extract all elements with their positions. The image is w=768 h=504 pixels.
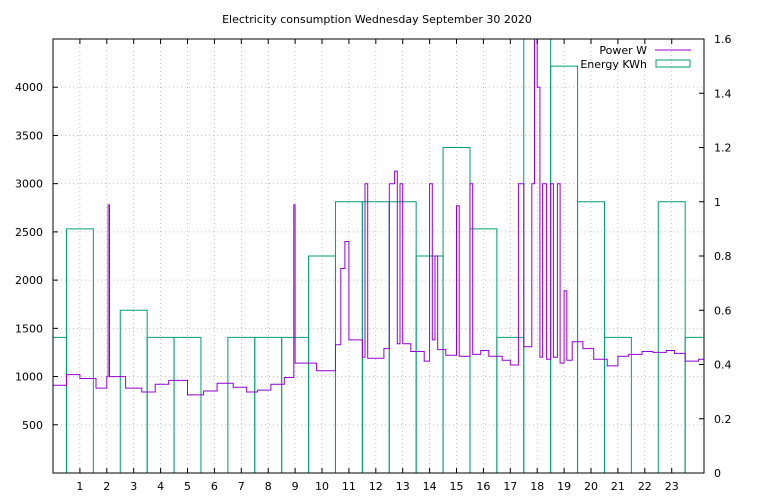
x-tick-label: 9: [292, 480, 299, 493]
energy-bar: [684, 336, 705, 474]
energy-bar: [657, 201, 686, 474]
energy-bar: [577, 201, 605, 474]
legend-label-power: Power W: [599, 44, 647, 57]
energy-bar: [496, 336, 525, 474]
power-line: [53, 38, 704, 396]
x-tick-label: 6: [211, 480, 218, 493]
y-right-tick-label: 1.4: [714, 87, 732, 100]
legend: Power W Energy KWh: [580, 44, 691, 71]
energy-bar: [65, 228, 94, 474]
y-axis-left: 500 1000 1500 2000 2500 3000 3500 4000: [15, 81, 58, 432]
x-tick-label: 8: [265, 480, 272, 493]
legend-swatch-energy: [655, 59, 691, 68]
x-tick-label: 20: [584, 480, 598, 493]
y-left-tick-label: 4000: [15, 81, 43, 94]
y-axis-right: 0 0.2 0.4 0.6 0.8 1 1.2 1.4 1.6: [699, 33, 732, 480]
y-left-tick-label: 1500: [15, 322, 43, 335]
legend-label-energy: Energy KWh: [580, 58, 647, 71]
x-tick-label: 1: [76, 480, 83, 493]
x-tick-label: 21: [611, 480, 625, 493]
energy-bar: [254, 336, 283, 474]
y-right-tick-label: 0.8: [714, 250, 732, 263]
x-tick-label: 11: [342, 480, 356, 493]
grid: [53, 39, 704, 473]
energy-bar: [361, 201, 390, 474]
x-tick-label: 3: [130, 480, 137, 493]
energy-bar: [52, 336, 67, 474]
x-tick-label: 7: [238, 480, 245, 493]
y-right-tick-label: 0: [714, 467, 721, 480]
energy-bar: [173, 336, 202, 474]
y-left-tick-label: 3000: [15, 178, 43, 191]
y-right-tick-label: 1.6: [714, 33, 732, 46]
y-left-tick-label: 2500: [15, 226, 43, 239]
energy-bar: [308, 255, 336, 474]
y-left-tick-label: 500: [22, 419, 43, 432]
x-tick-label: 4: [157, 480, 164, 493]
x-tick-label: 17: [503, 480, 517, 493]
energy-series: [52, 38, 705, 474]
y-left-tick-label: 1000: [15, 371, 43, 384]
y-right-tick-label: 0.6: [714, 304, 732, 317]
energy-bar: [146, 336, 175, 474]
x-tick-label: 13: [396, 480, 410, 493]
power-series: [53, 38, 704, 396]
y-right-tick-label: 1: [714, 196, 721, 209]
y-left-tick-label: 2000: [15, 274, 43, 287]
x-tick-label: 19: [557, 480, 571, 493]
x-tick-label: 16: [476, 480, 490, 493]
y-right-tick-label: 1.2: [714, 142, 732, 155]
x-axis: 1 2 3 4 5 6 7 8 9 10 11 12 13 14 15 16 17 18 19 20 21 22 23: [76, 39, 679, 493]
x-tick-label: 22: [638, 480, 652, 493]
x-tick-label: 15: [450, 480, 464, 493]
x-tick-label: 14: [423, 480, 437, 493]
x-tick-label: 10: [315, 480, 329, 493]
chart-title: Electricity consumption Wednesday Septem…: [222, 13, 532, 26]
energy-bar: [227, 336, 256, 474]
y-left-tick-label: 3500: [15, 129, 43, 142]
plot-border: [52, 38, 705, 474]
y-right-tick-label: 0.4: [714, 359, 732, 372]
x-tick-label: 2: [103, 480, 110, 493]
x-tick-label: 12: [369, 480, 383, 493]
x-tick-label: 23: [665, 480, 679, 493]
y-right-tick-label: 0.2: [714, 413, 732, 426]
x-tick-label: 5: [184, 480, 191, 493]
x-tick-label: 18: [530, 480, 544, 493]
